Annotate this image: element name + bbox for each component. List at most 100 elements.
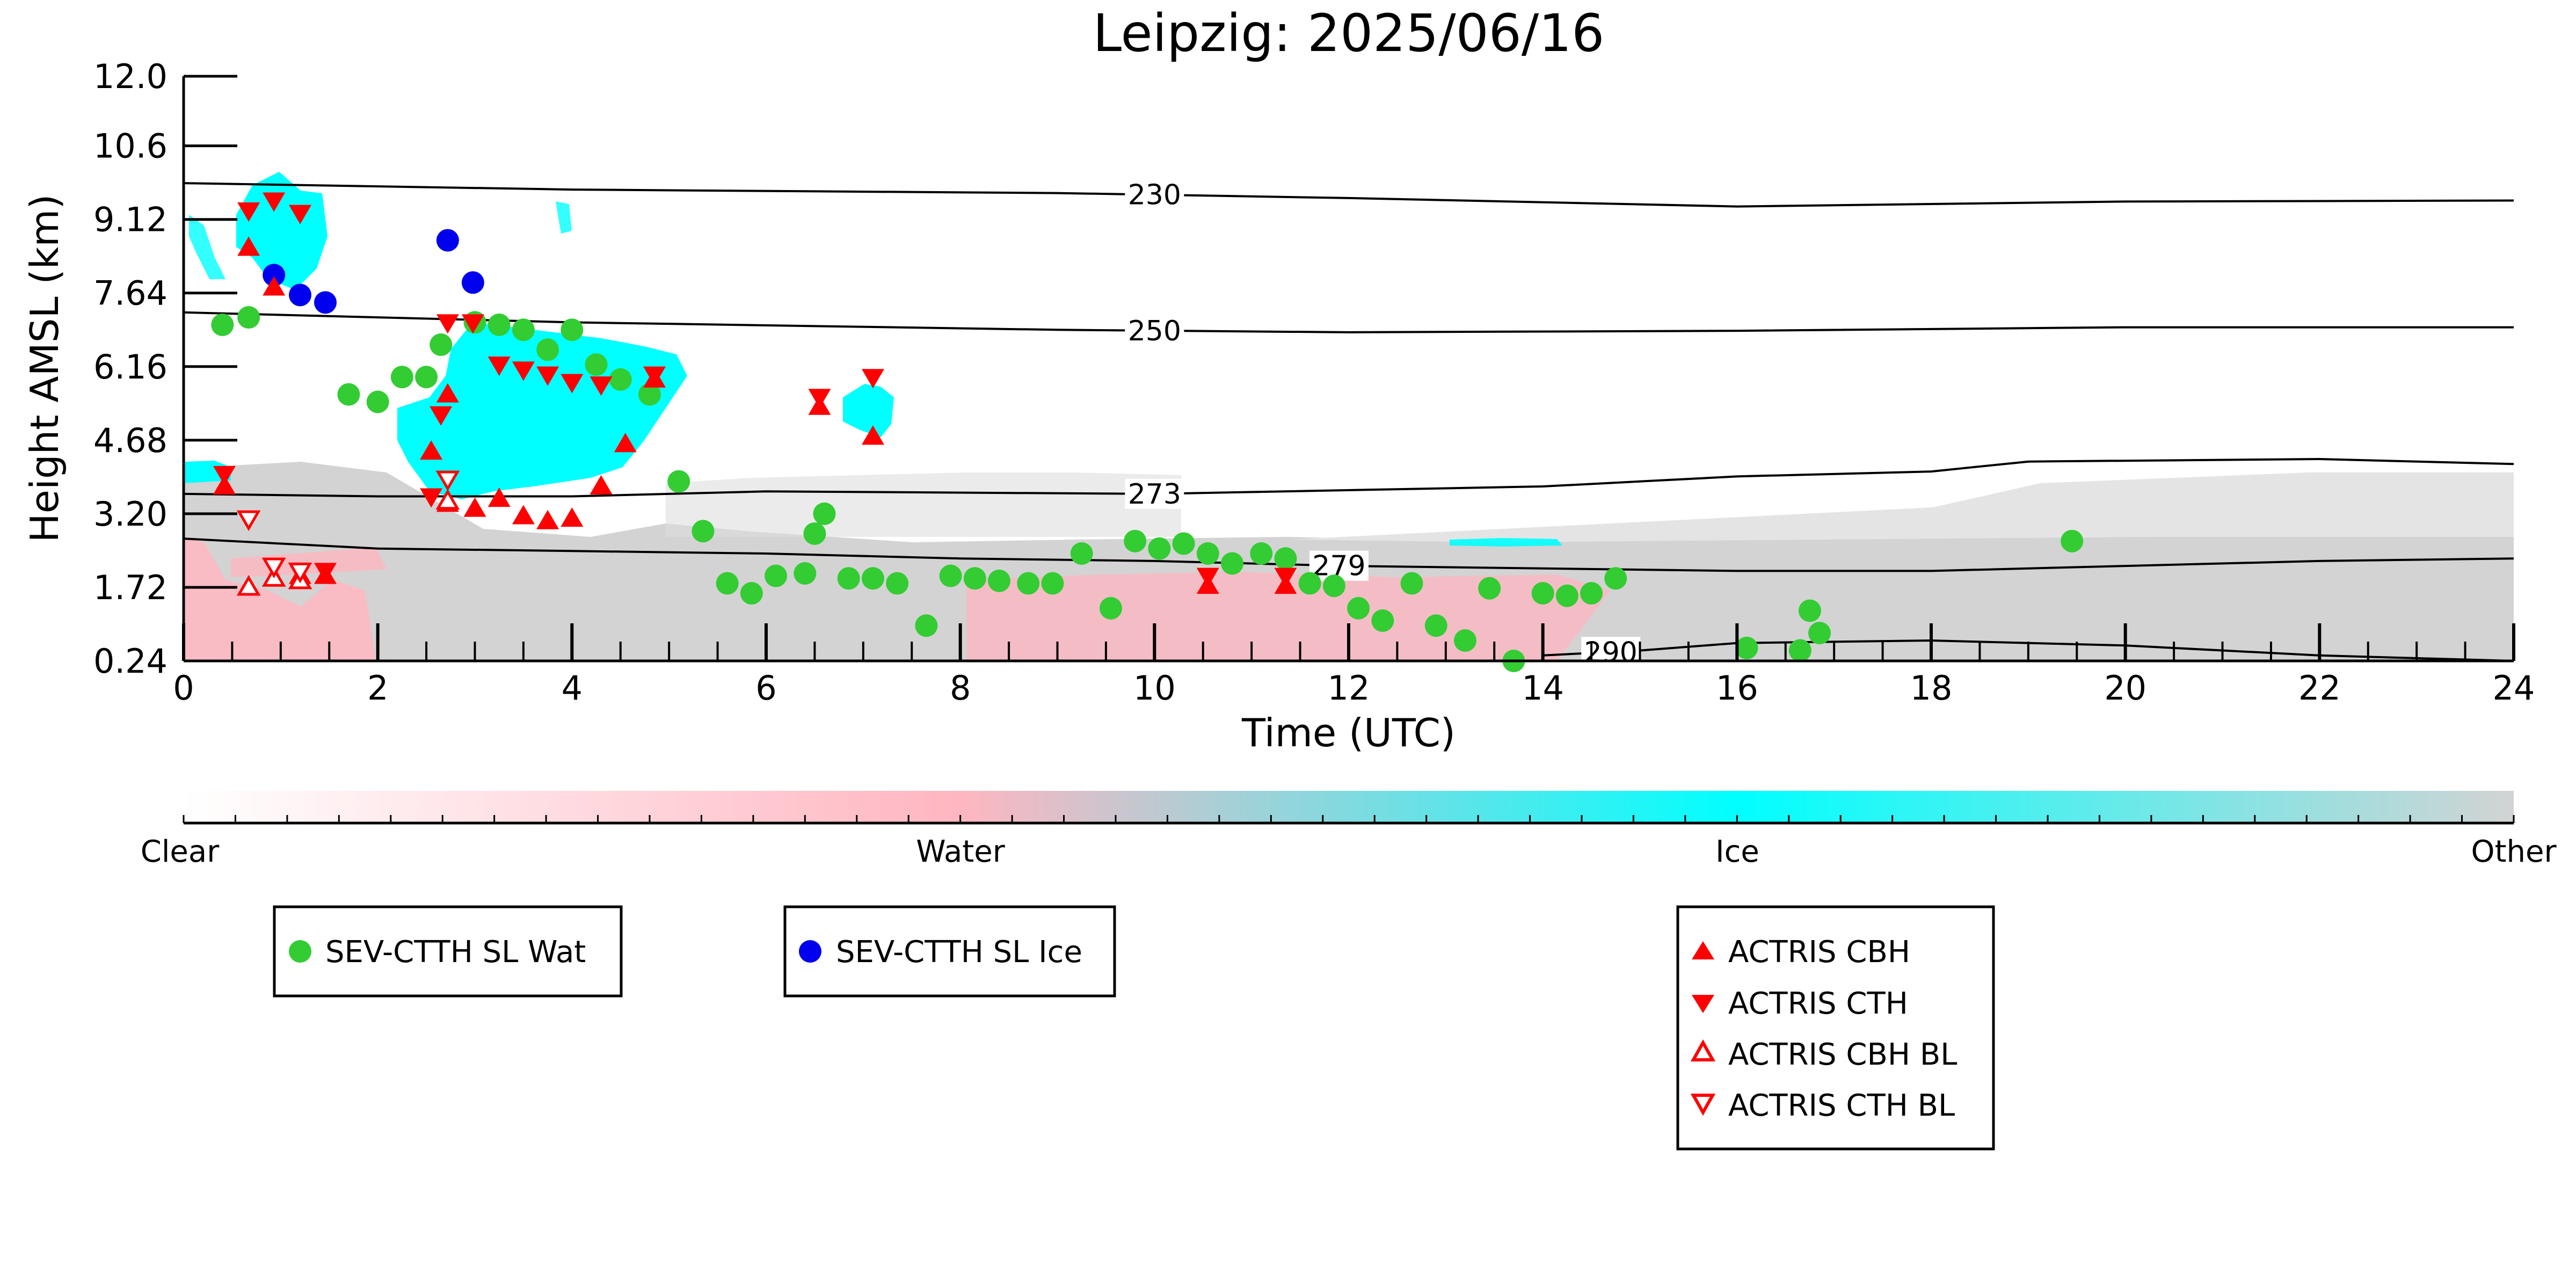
colorbar-label-clear: Clear (141, 834, 220, 869)
data-point-c33cc33 (1172, 532, 1195, 555)
data-point-c33cc33 (1250, 542, 1273, 565)
legend-actris: ACTRIS CBH ACTRIS CTH ACTRIS CBH BL ACTR… (1676, 905, 1995, 1151)
data-point-triangle-down (461, 314, 484, 334)
data-point-c33cc33 (536, 338, 559, 361)
colorbar-label-ice: Ice (1715, 834, 1759, 869)
data-point-triangle-down (643, 366, 666, 386)
contour-label-background (1125, 315, 1184, 346)
x-tick-label: 20 (2104, 668, 2146, 708)
ice-region-main (397, 322, 687, 499)
ice-region-small (843, 384, 894, 438)
data-point-c33cc33 (1454, 629, 1476, 652)
data-point-c33cc33 (988, 569, 1010, 592)
data-point-c33cc33 (813, 502, 836, 525)
legend-box (273, 905, 623, 998)
data-point-triangle-up (487, 487, 511, 507)
data-point-c33cc33 (1371, 609, 1394, 632)
y-axis-title: Height AMSL (km) (22, 194, 67, 543)
data-point-triangle-up (561, 507, 584, 527)
data-point-triangle-down (487, 356, 511, 376)
data-point-triangle-down-open (236, 510, 261, 532)
x-tick-label: 12 (1328, 668, 1370, 708)
data-point-triangle-up (420, 440, 443, 460)
data-point-triangle-down (861, 369, 884, 389)
contour-label: 273 (1128, 478, 1181, 511)
data-point-c33cc33 (609, 368, 632, 391)
data-point-c0000ee (263, 264, 286, 287)
data-point-triangle-down-open (288, 562, 312, 584)
data-point-triangle-down (512, 361, 535, 381)
y-tick-label: 12.0 (93, 57, 168, 96)
x-tick-label: 24 (2493, 668, 2535, 708)
data-point-c33cc33 (1555, 584, 1578, 607)
data-point-triangle-up (237, 236, 260, 256)
legend-marker-circle-blue (799, 940, 821, 963)
data-point-c33cc33 (1274, 547, 1297, 570)
data-point-triangle-down (430, 406, 453, 426)
water-region-mid (966, 572, 1611, 661)
data-point-c33cc33 (415, 366, 438, 389)
colorbar: Clear Water Ice Other (141, 791, 2557, 869)
data-point-triangle-down (808, 389, 831, 409)
legend-label: SEV-CTTH SL Ice (836, 935, 1082, 970)
data-point-c33cc33 (692, 520, 715, 543)
legend-sev-ctth-ice: SEV-CTTH SL Ice (783, 905, 1116, 998)
x-tick-label: 8 (950, 668, 971, 708)
data-point-triangle-down (420, 488, 443, 508)
data-point-c33cc33 (1017, 572, 1040, 595)
x-tick-label: 6 (755, 668, 776, 708)
data-point-triangle-down (237, 202, 260, 222)
x-tick-label: 18 (1910, 668, 1953, 708)
y-tick-label: 0.24 (93, 642, 168, 681)
other-region-upper (1289, 472, 2514, 542)
data-point-c33cc33 (585, 353, 608, 376)
data-point-c33cc33 (1196, 542, 1219, 565)
data-point-triangle-down (289, 205, 311, 224)
legend-label: ACTRIS CBH BL (1728, 1037, 1957, 1072)
x-tick-label: 16 (1716, 668, 1758, 708)
legend-marker-triangle-down (1692, 995, 1714, 1013)
legend-label: ACTRIS CTH (1728, 986, 1908, 1021)
y-tick-label: 6.16 (93, 347, 168, 387)
x-tick-label: 10 (1133, 668, 1176, 708)
temperature-contour-line (183, 182, 2514, 208)
legend-label: SEV-CTTH SL Wat (325, 935, 586, 970)
chart-title: Leipzig: 2025/06/16 (1093, 3, 1605, 63)
y-tick-label: 9.12 (93, 200, 168, 239)
data-point-triangle-down (263, 192, 286, 212)
data-point-c33cc33 (1148, 537, 1171, 560)
data-point-c33cc33 (740, 582, 763, 605)
data-point-triangle-up-open (435, 489, 460, 510)
x-tick-label: 2 (367, 668, 388, 708)
data-point-triangle-up (861, 425, 884, 445)
x-tick-label: 0 (173, 668, 194, 708)
other-region-layer (666, 472, 1181, 537)
ice-region-cloudbase (1450, 538, 1562, 547)
data-point-c33cc33 (1424, 614, 1447, 637)
data-point-triangle-up (590, 475, 613, 494)
legend-marker-triangle-down-open (1690, 1094, 1716, 1116)
data-point-c33cc33 (1580, 582, 1603, 605)
data-markers (211, 192, 2084, 672)
legend-label: ACTRIS CTH BL (1728, 1088, 1955, 1123)
data-point-triangle-up (536, 510, 559, 529)
data-point-c33cc33 (1798, 599, 1821, 622)
data-point-triangle-up (463, 497, 486, 517)
x-axis-title: Time (UTC) (1241, 710, 1456, 755)
colorbar-gradient (184, 791, 2514, 823)
contour-label-background (1125, 478, 1184, 509)
data-point-c33cc33 (1788, 639, 1811, 662)
data-point-c33cc33 (430, 333, 453, 356)
data-point-c33cc33 (939, 564, 962, 587)
y-tick-label: 10.6 (93, 127, 168, 166)
data-point-c33cc33 (803, 522, 826, 545)
data-point-c33cc33 (561, 318, 584, 341)
data-point-c33cc33 (512, 318, 535, 341)
legend-label: ACTRIS CBH (1728, 935, 1910, 970)
data-point-triangle-down-open (435, 470, 460, 492)
data-point-triangle-up (614, 433, 637, 453)
data-point-c33cc33 (1298, 572, 1321, 595)
data-point-triangle-down (314, 563, 337, 583)
contour-label: 230 (1128, 179, 1181, 212)
y-tick-label: 3.20 (93, 494, 168, 534)
